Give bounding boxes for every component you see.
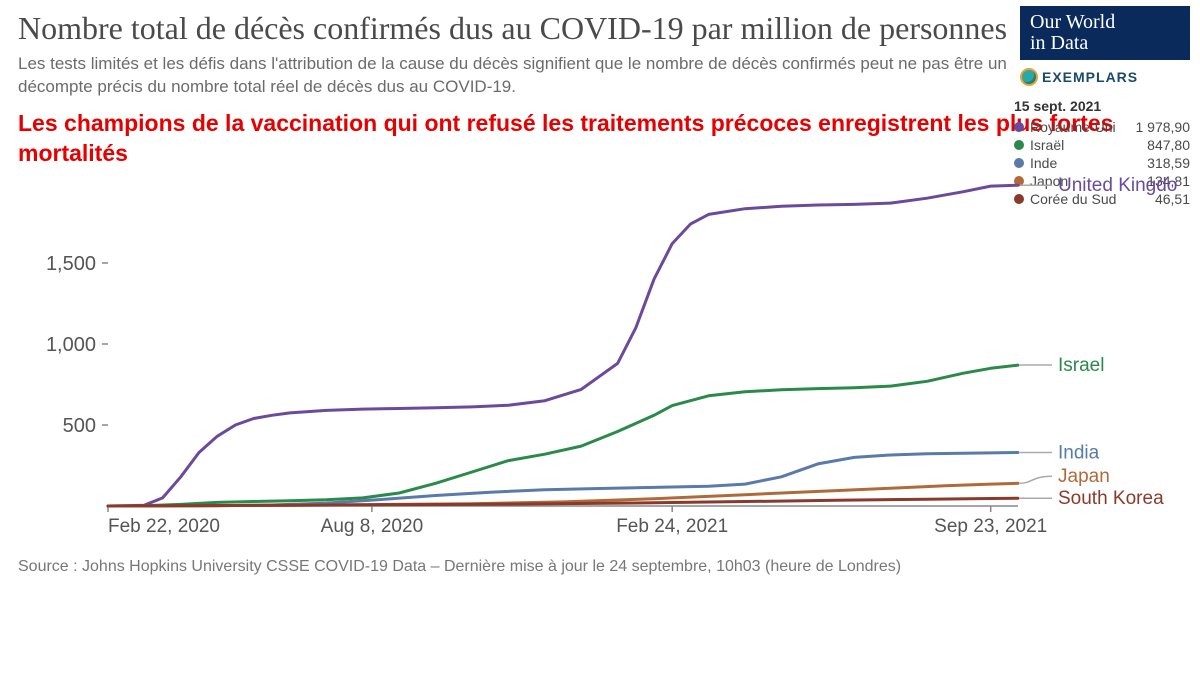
legend-label: Inde: [1030, 155, 1057, 171]
series-label: India: [1058, 443, 1100, 464]
exemplars-logo: EXEMPLARS: [1020, 64, 1190, 90]
exemplars-text: EXEMPLARS: [1042, 69, 1138, 85]
legend-label: Israël: [1030, 137, 1064, 153]
owid-logo: Our World in Data: [1020, 6, 1190, 60]
legend-value: 1 978,90: [1136, 119, 1191, 135]
svg-text:Feb 24, 2021: Feb 24, 2021: [616, 516, 728, 537]
legend-item: Royaume-Uni 1 978,90: [1014, 118, 1190, 136]
source-text: Source : Johns Hopkins University CSSE C…: [18, 558, 1182, 576]
legend-dot-icon: [1014, 140, 1024, 150]
legend-dot-icon: [1014, 158, 1024, 168]
chart-title: Nombre total de décès confirmés dus au C…: [18, 10, 1018, 47]
legend-label: Royaume-Uni: [1030, 119, 1116, 135]
svg-text:Feb 22, 2020: Feb 22, 2020: [108, 516, 220, 537]
chart-area: 500 1,000 1,500 Feb 22, 2020 Aug 8, 2020 Feb …: [18, 174, 1178, 554]
legend-dot-icon: [1014, 122, 1024, 132]
legend-date: 15 sept. 2021: [1014, 98, 1190, 114]
legend-item: Israël 847,80: [1014, 136, 1190, 154]
series-line: [108, 453, 1018, 507]
overlay-annotation: Les champions de la vaccination qui ont …: [18, 109, 1182, 169]
svg-text:500: 500: [63, 415, 96, 437]
svg-text:1,000: 1,000: [46, 334, 96, 356]
legend-value: 318,59: [1147, 155, 1190, 171]
svg-text:Sep 23, 2021: Sep 23, 2021: [934, 516, 1047, 537]
series-label: South Korea: [1058, 489, 1164, 510]
series-line: [108, 186, 1018, 507]
series-label: United Kingdom: [1058, 176, 1178, 197]
series-label: Israel: [1058, 356, 1104, 377]
owid-logo-line2: in Data: [1030, 33, 1180, 54]
svg-text:1,500: 1,500: [46, 253, 96, 275]
chart-subtitle: Les tests limités et les défis dans l'at…: [18, 53, 1018, 99]
exemplars-icon: [1020, 68, 1038, 86]
series-label: Japan: [1058, 467, 1110, 488]
legend-value: 847,80: [1147, 137, 1190, 153]
owid-logo-line1: Our World: [1030, 12, 1180, 33]
svg-text:Aug 8, 2020: Aug 8, 2020: [321, 516, 423, 537]
legend-item: Inde 318,59: [1014, 154, 1190, 172]
series-line: [108, 366, 1018, 507]
